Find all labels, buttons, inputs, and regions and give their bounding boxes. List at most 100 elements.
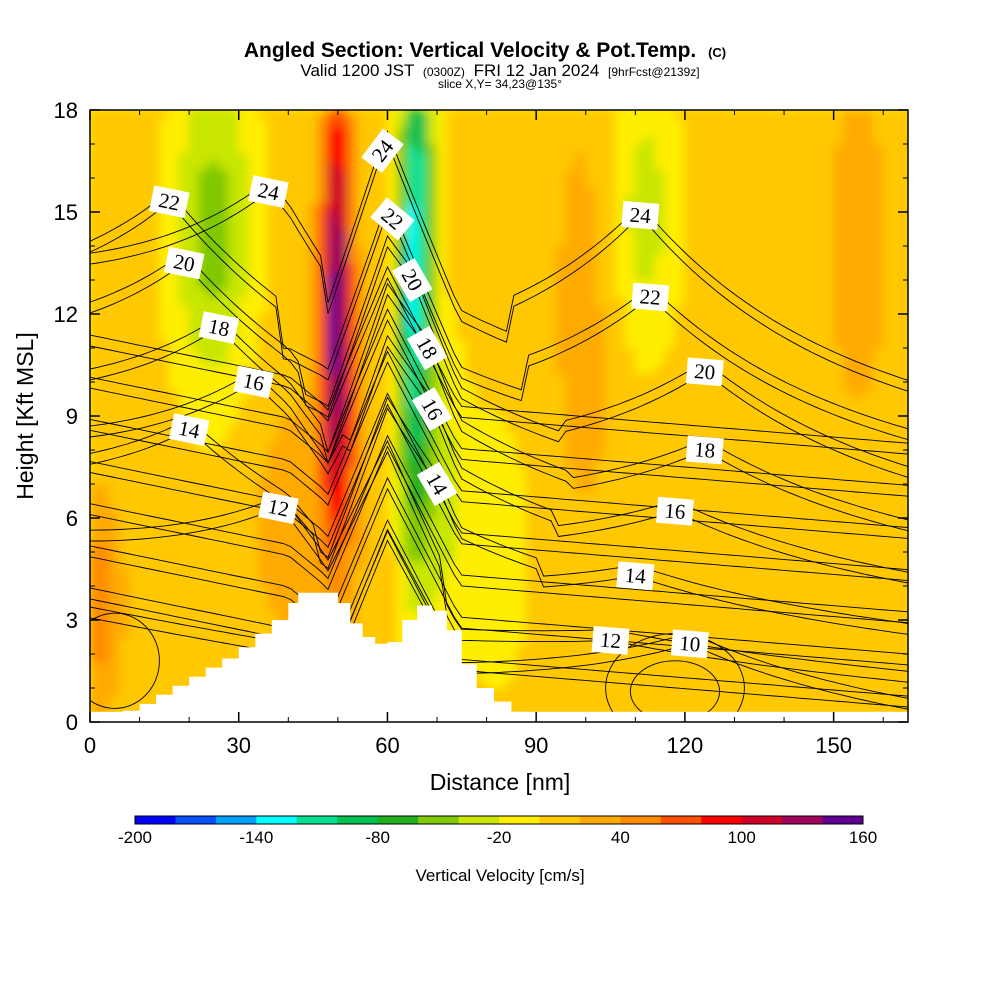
colorbar-tick--80: -80: [365, 828, 390, 847]
colorbar-swatch: [215, 816, 257, 824]
theta-contour-23: [90, 276, 908, 455]
theta-contour-closed-2: [90, 612, 160, 709]
x-tick-label-0: 0: [84, 733, 96, 758]
theta-contour-11: [90, 529, 908, 708]
theta-contour-12: [90, 450, 908, 683]
chart-title: Angled Section: Vertical Velocity & Pot.…: [244, 39, 726, 62]
contour-label-20-14: 20: [685, 357, 724, 387]
colorbar-swatch: [175, 816, 217, 824]
y-tick-label-9: 9: [66, 404, 78, 429]
contour-label-18-9: 18: [198, 311, 240, 344]
colorbar-swatch: [135, 816, 176, 824]
contour-label-24-18: 24: [248, 175, 289, 208]
contour-label-text: 12: [266, 494, 291, 522]
x-axis-label: Distance [nm]: [430, 769, 571, 795]
y-tick-label-15: 15: [54, 200, 78, 225]
colorbar-swatch: [296, 816, 338, 824]
chart-title-suffix: (C): [708, 45, 726, 60]
theta-contour-21: [90, 319, 908, 497]
theta-contour-22: [90, 204, 908, 441]
contour-label-10-0: 10: [670, 629, 709, 659]
theta-contour-16.5: [90, 334, 908, 573]
theta-contour-19.5: [90, 350, 908, 528]
colorbar-swatch: [337, 816, 379, 824]
contour-label-text: 12: [599, 628, 622, 654]
subtitle-utc: (0300Z): [423, 65, 465, 79]
ground-strip: [90, 711, 908, 722]
theta-contour-10.5: [90, 528, 908, 699]
contour-label-14-5: 14: [616, 561, 655, 591]
contour-label-text: 22: [639, 284, 662, 310]
contour-label-text: 16: [664, 498, 687, 524]
theta-contour-12.5: [90, 439, 908, 672]
y-tick-label-6: 6: [66, 506, 78, 531]
theta-contour-21.5: [90, 308, 908, 486]
contour-label-22-16: 22: [370, 197, 415, 241]
theta-contour-24.5: [90, 130, 908, 381]
colorbar-frame: [134, 815, 864, 825]
colorbar-swatch: [701, 816, 743, 824]
contour-label-12-2: 12: [591, 625, 630, 655]
theta-contour-17: [90, 403, 908, 582]
theta-contour-23.5: [90, 266, 908, 444]
colorbar-tick-40: 40: [611, 828, 630, 847]
contour-label-16-8: 16: [655, 496, 694, 526]
colorbar-label: Vertical Velocity [cm/s]: [415, 866, 584, 885]
colorbar-swatch: [579, 816, 621, 824]
theta-contour-closed-0: [629, 660, 721, 722]
colorbar-swatch: [741, 816, 783, 824]
terrain-mask: [90, 592, 908, 722]
colorbar: -200 -140 -80 -20 40 100 160: [118, 815, 877, 847]
contour-label-text: 20: [171, 249, 196, 277]
y-tick-label-12: 12: [54, 302, 78, 327]
colorbar-swatch: [782, 816, 824, 824]
colorbar-tick-100: 100: [727, 828, 755, 847]
colorbar-swatch: [660, 816, 702, 824]
theta-contour-17.5: [90, 392, 908, 571]
x-tick-label-120: 120: [667, 733, 704, 758]
colorbar-swatch: [620, 816, 662, 824]
theta-contour-19: [90, 361, 908, 539]
contour-label-22-15: 22: [149, 185, 190, 219]
colorbar-swatch: [458, 816, 500, 824]
theta-contours: [90, 130, 908, 722]
contour-label-text: 20: [693, 359, 716, 385]
contour-label-22-17: 22: [631, 282, 670, 312]
x-tick-label-30: 30: [226, 733, 250, 758]
colorbar-swatch: [499, 816, 540, 824]
x-tick-label-90: 90: [524, 733, 548, 758]
theta-contour-15.5: [90, 434, 908, 613]
colorbar-tick-160: 160: [849, 828, 877, 847]
colorbar-swatch: [539, 816, 581, 824]
contour-label-text: 16: [241, 368, 266, 396]
plot-area: 1012121414141616161818182020202222222424…: [90, 110, 908, 722]
contour-label-18-11: 18: [685, 435, 724, 465]
theta-contour-20.5: [90, 235, 908, 467]
chart-subtitle: Valid 1200 JST (0300Z) FRI 12 Jan 2024 […: [300, 61, 699, 80]
colorbar-tick--200: -200: [118, 828, 152, 847]
y-tick-label-18: 18: [54, 98, 78, 123]
colorbar-swatch: [377, 816, 419, 824]
slice-label: slice X,Y= 34,23@135°: [438, 77, 562, 91]
theta-contour-24: [90, 141, 908, 392]
theta-contour-22.5: [90, 193, 908, 430]
contour-label-12-1: 12: [258, 491, 299, 525]
theta-contour-20: [90, 245, 908, 478]
y-tick-label-3: 3: [66, 608, 78, 633]
subtitle-fcst: [9hrFcst@2139z]: [608, 65, 700, 79]
contour-label-text: 22: [157, 188, 182, 216]
theta-contour-11.5: [90, 518, 908, 697]
theta-contour-15: [90, 445, 908, 624]
contour-label-24-20: 24: [621, 200, 660, 230]
contour-label-14-3: 14: [168, 413, 210, 446]
contour-label-text: 18: [206, 314, 231, 342]
theta-contour-10: [90, 539, 908, 710]
colorbar-swatch: [256, 816, 298, 824]
colorbar-tick--20: -20: [487, 828, 512, 847]
contour-label-16-6: 16: [233, 365, 274, 399]
contour-label-20-12: 20: [163, 246, 205, 280]
contour-label-text: 10: [678, 631, 701, 657]
colorbar-swatch: [418, 816, 460, 824]
axes: 0 30 60 90 120 150 0 3 6 9 12 15 18: [54, 98, 908, 758]
